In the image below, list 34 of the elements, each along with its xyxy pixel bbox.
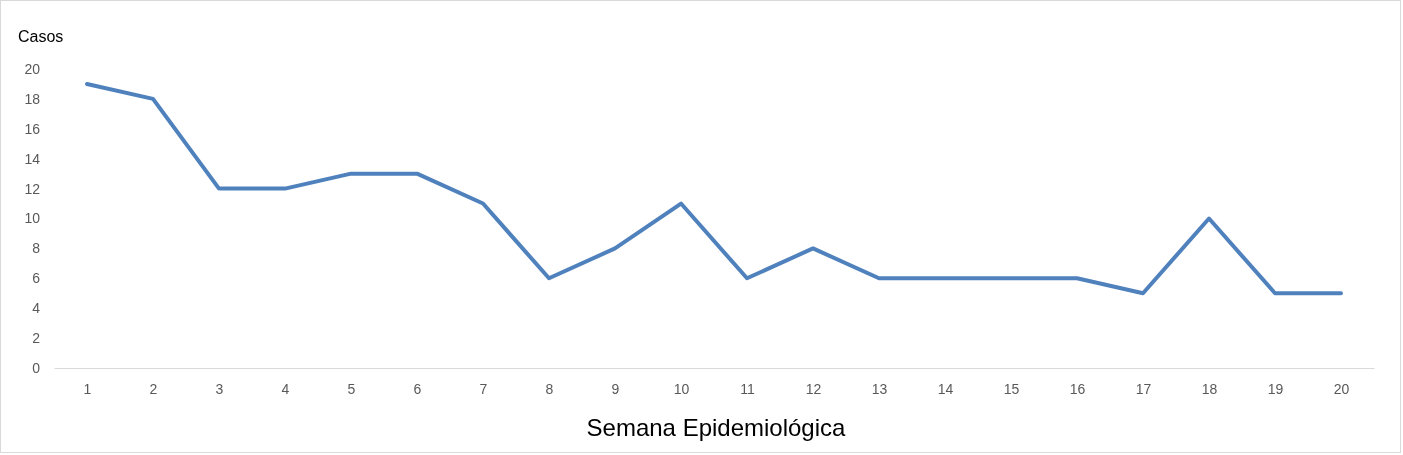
y-tick-label: 6 [32,270,41,287]
x-tick-label: 3 [215,380,224,397]
x-tick-label: 15 [1003,380,1020,397]
y-tick-label: 2 [32,330,41,347]
y-tick-label: 8 [32,240,41,257]
x-tick-label: 18 [1201,380,1218,397]
y-tick-label: 18 [24,90,41,107]
x-tick-label: 11 [740,380,755,397]
line-series [85,81,1343,296]
x-tick-label: 6 [413,380,422,397]
x-tick-label: 20 [1333,380,1350,397]
x-tick-label: 10 [673,380,690,397]
x-tick-label: 5 [347,380,356,397]
y-tick-label: 16 [24,120,41,137]
x-axis-title: Semana Epidemiológica [586,414,847,441]
x-tick-label: 14 [937,380,954,397]
y-axis-title: Casos [18,28,64,45]
x-tick-label: 2 [149,380,158,397]
y-tick-label: 0 [32,359,41,376]
y-tick-label: 20 [24,60,41,77]
x-tick-label: 7 [479,380,488,397]
x-tick-label: 4 [281,380,290,397]
x-tick-label: 16 [1069,380,1086,397]
x-tick-label: 12 [805,380,822,397]
x-tick-label: 1 [83,380,92,397]
y-tick-label: 4 [32,300,41,317]
x-tick-label: 13 [871,380,888,397]
y-tick-label: 10 [24,210,41,227]
x-tick-label: 17 [1135,380,1152,397]
x-tick-label: 8 [545,380,554,397]
y-tick-label: 12 [24,180,41,197]
y-tick-label: 14 [24,150,41,167]
x-tick-label: 19 [1267,380,1284,397]
x-tick-label: 9 [611,380,620,397]
